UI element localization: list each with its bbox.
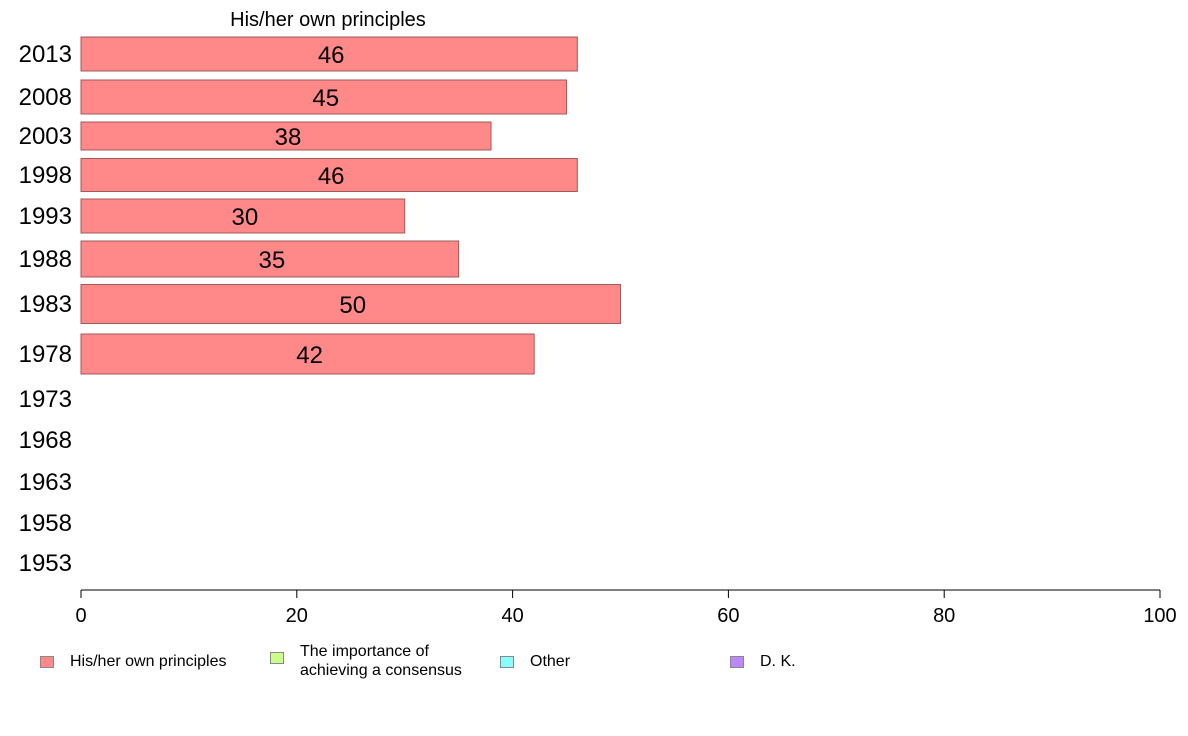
bar (80, 121, 492, 151)
y-tick-label: 1963 (19, 469, 72, 496)
chart-title: His/her own principles (230, 9, 426, 31)
data-label: 50 (339, 292, 366, 319)
y-tick-label: 1983 (19, 291, 72, 318)
y-tick-label: 2008 (19, 84, 72, 111)
legend-label-own-principles: His/her own principles (70, 653, 227, 670)
legend-swatch-consensus (270, 652, 284, 664)
legend-item-other: Other (500, 652, 570, 671)
x-tick-label: 60 (717, 605, 739, 627)
y-tick-label: 2003 (19, 123, 72, 150)
y-tick-label: 1968 (19, 427, 72, 454)
y-tick-label: 1993 (19, 203, 72, 230)
legend-label-dk: D. K. (760, 653, 796, 670)
y-tick-label: 1953 (19, 550, 72, 577)
chart: His/her own principles 2013 46 2008 45 2003 38… (19, 9, 1177, 627)
x-tick-label: 100 (1143, 605, 1176, 627)
y-tick-label: 1978 (19, 341, 72, 368)
x-tick-label: 80 (933, 605, 955, 627)
x-tick-label: 40 (501, 605, 523, 627)
bar (80, 198, 406, 234)
bar (80, 284, 621, 324)
bar (80, 333, 535, 375)
bar (80, 158, 578, 192)
bar (80, 36, 578, 72)
legend: His/her own principles The importance of… (0, 642, 1188, 692)
x-tick-label: 20 (286, 605, 308, 627)
data-label: 42 (296, 342, 323, 369)
legend-swatch-other (500, 655, 514, 668)
y-tick-label: 1958 (19, 510, 72, 537)
data-label: 35 (258, 247, 285, 274)
x-tick-label: 0 (75, 605, 86, 627)
legend-item-own-principles: His/her own principles (40, 652, 227, 671)
data-label: 38 (275, 124, 302, 151)
legend-label-consensus: The importance of achieving a consensus (300, 643, 462, 679)
y-tick-label: 1988 (19, 246, 72, 273)
data-label: 30 (231, 204, 258, 231)
legend-item-consensus: The importance of achieving a consensus (270, 642, 462, 680)
legend-swatch-own-principles (40, 655, 54, 668)
y-tick-label: 2013 (19, 41, 72, 68)
legend-swatch-dk (730, 655, 744, 668)
legend-label-other: Other (530, 653, 571, 670)
data-label: 46 (318, 163, 345, 190)
legend-item-dk: D. K. (730, 652, 796, 671)
data-label: 45 (312, 85, 339, 112)
y-tick-label: 1973 (19, 386, 72, 413)
bar (80, 79, 568, 115)
data-label: 46 (318, 42, 345, 69)
bar (80, 240, 460, 278)
y-tick-label: 1998 (19, 162, 72, 189)
